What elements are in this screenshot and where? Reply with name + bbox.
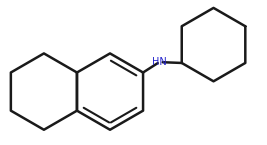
Text: HN: HN <box>152 57 167 67</box>
